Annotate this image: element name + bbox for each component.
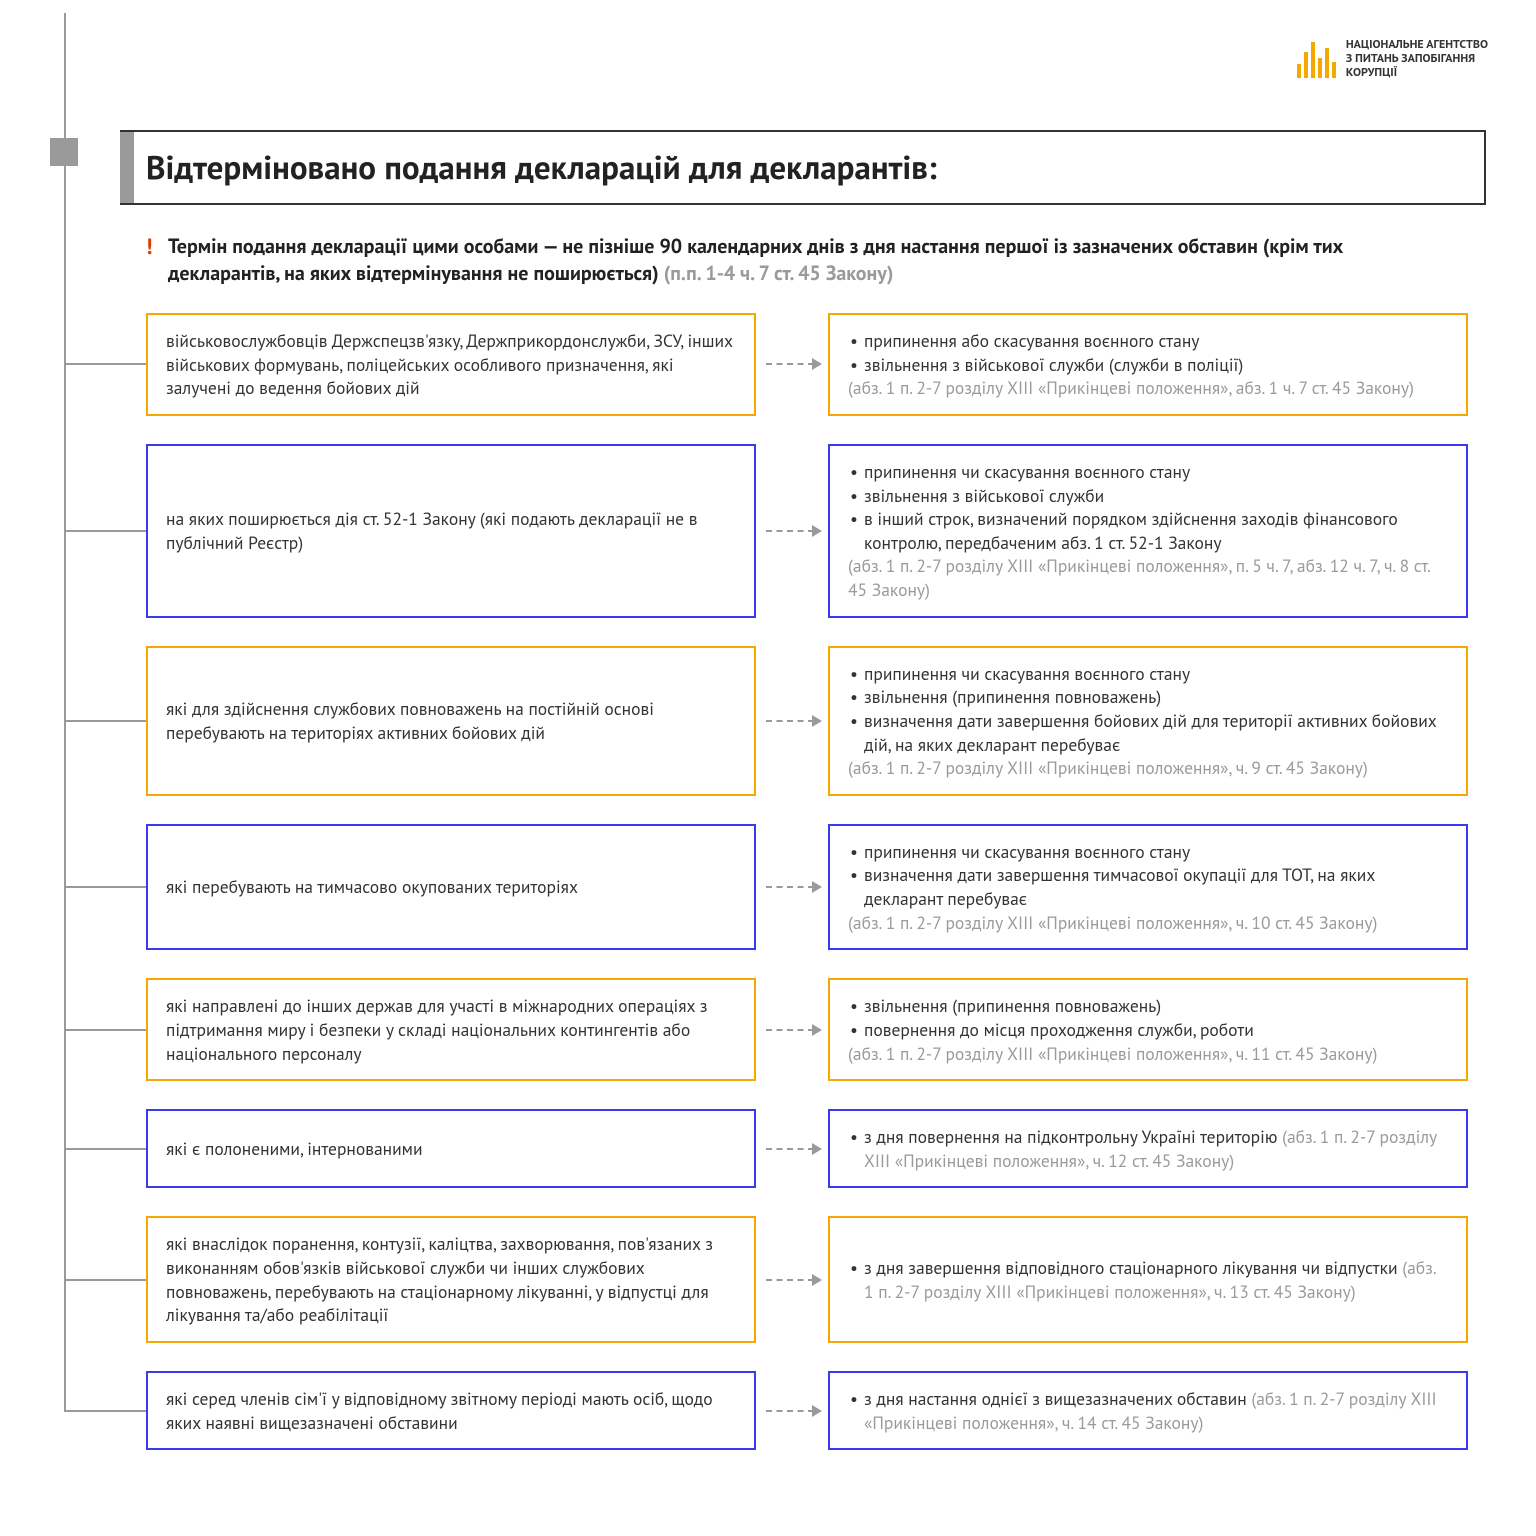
row: на яких поширюється дія ст. 52-1 Закону … — [50, 444, 1486, 618]
row: які для здійснення службових повноважень… — [50, 646, 1486, 796]
right-cell: припинення чи скасування воєнного станув… — [828, 824, 1468, 951]
bullet-item: визначення дати завершення тимчасової ок… — [848, 863, 1448, 910]
tree-branch-line — [64, 1279, 146, 1281]
bullet-item: з дня завершення відповідного стаціонарн… — [848, 1256, 1448, 1303]
ref-text: (абз. 1 п. 2-7 розділу XIII «Прикінцеві … — [848, 1042, 1448, 1066]
ref-text: (абз. 1 п. 2-7 розділу XIII «Прикінцеві … — [848, 376, 1448, 400]
page-title: Відтермінoвано подання декларацій для де… — [146, 146, 1458, 189]
tree-branch-line — [64, 363, 146, 365]
tree-branch-line — [64, 530, 146, 532]
bullet-item: визначення дати завершення бойових дій д… — [848, 709, 1448, 756]
diagram-page: Відтермінoвано подання декларацій для де… — [50, 130, 1486, 1478]
bullet-item: в інший строк, визначений порядком здійс… — [848, 507, 1448, 554]
bullet-item: звільнення з військової служби (служби в… — [848, 353, 1448, 377]
row: які направлені до інших держав для участ… — [50, 978, 1486, 1081]
bullet-item: припинення чи скасування воєнного стану — [848, 460, 1448, 484]
tree-branch-line — [64, 886, 146, 888]
row: які внаслідок поранення, контузії, каліц… — [50, 1216, 1486, 1343]
agency-logo: НАЦІОНАЛЬНЕ АГЕНТСТВО З ПИТАНЬ ЗАПОБІГАН… — [1297, 38, 1488, 79]
row: які перебувають на тимчасово окупованих … — [50, 824, 1486, 951]
bullet-item: звільнення (припинення повноважень) — [848, 685, 1448, 709]
bullet-item: припинення чи скасування воєнного стану — [848, 662, 1448, 686]
right-cell: припинення чи скасування воєнного стануз… — [828, 444, 1468, 618]
logo-line2: З ПИТАНЬ ЗАПОБІГАННЯ — [1346, 52, 1488, 66]
right-cell: звільнення (припинення повноважень)повер… — [828, 978, 1468, 1081]
logo-bars-icon — [1297, 40, 1336, 78]
right-cell: з дня повернення на підконтрольну Україн… — [828, 1109, 1468, 1188]
bullet-item: з дня повернення на підконтрольну Україн… — [848, 1125, 1448, 1172]
right-cell: припинення або скасування воєнного стану… — [828, 313, 1468, 416]
ref-text: (абз. 1 п. 2-7 розділу XIII «Прикінцеві … — [848, 911, 1448, 935]
row: які є полоненими, інтернованими з дня пов… — [50, 1109, 1486, 1188]
bullet-item: звільнення з військової служби — [848, 484, 1448, 508]
exclamation-icon: ! — [146, 233, 152, 263]
left-cell: військовослужбовців Держспецзв'язку, Дер… — [146, 313, 756, 416]
row: військовослужбовців Держспецзв'язку, Дер… — [50, 313, 1486, 416]
left-cell: які для здійснення службових повноважень… — [146, 646, 756, 796]
lead-paragraph: ! Термін подання декларації цими особами… — [146, 233, 1426, 287]
title-block: Відтермінoвано подання декларацій для де… — [50, 130, 1486, 205]
tree-branch-line — [64, 720, 146, 722]
left-cell: які серед членів сім'ї у відповідному зв… — [146, 1371, 756, 1450]
left-cell: які є полоненими, інтернованими — [146, 1109, 756, 1188]
bullet-item: звільнення (припинення повноважень) — [848, 994, 1448, 1018]
right-cell: припинення чи скасування воєнного стануз… — [828, 646, 1468, 796]
left-cell: які направлені до інших держав для участ… — [146, 978, 756, 1081]
bullet-item: повернення до місця проходження служби, … — [848, 1018, 1448, 1042]
right-cell: з дня настання однієї з вищезазначених о… — [828, 1371, 1468, 1450]
row: які серед членів сім'ї у відповідному зв… — [50, 1371, 1486, 1450]
tree-branch-line — [64, 1410, 146, 1412]
lead-ref: (п.п. 1-4 ч. 7 ст. 45 Закону) — [664, 260, 894, 286]
bullet-item: з дня настання однієї з вищезазначених о… — [848, 1387, 1448, 1434]
left-cell: які внаслідок поранення, контузії, каліц… — [146, 1216, 756, 1343]
logo-text: НАЦІОНАЛЬНЕ АГЕНТСТВО З ПИТАНЬ ЗАПОБІГАН… — [1346, 38, 1488, 79]
bullet-item: припинення чи скасування воєнного стану — [848, 840, 1448, 864]
title-box: Відтермінoвано подання декларацій для де… — [120, 130, 1486, 205]
left-cell: які перебувають на тимчасово окупованих … — [146, 824, 756, 951]
logo-line1: НАЦІОНАЛЬНЕ АГЕНТСТВО — [1346, 38, 1488, 52]
rows-container: військовослужбовців Держспецзв'язку, Дер… — [50, 313, 1486, 1450]
logo-line3: КОРУПЦІЇ — [1346, 66, 1488, 80]
ref-text: (абз. 1 п. 2-7 розділу XIII «Прикінцеві … — [848, 756, 1448, 780]
ref-text: (абз. 1 п. 2-7 розділу XIII «Прикінцеві … — [848, 554, 1448, 601]
tree-branch-line — [64, 1148, 146, 1150]
right-cell: з дня завершення відповідного стаціонарн… — [828, 1216, 1468, 1343]
left-cell: на яких поширюється дія ст. 52-1 Закону … — [146, 444, 756, 618]
bullet-item: припинення або скасування воєнного стану — [848, 329, 1448, 353]
tree-branch-line — [64, 1029, 146, 1031]
